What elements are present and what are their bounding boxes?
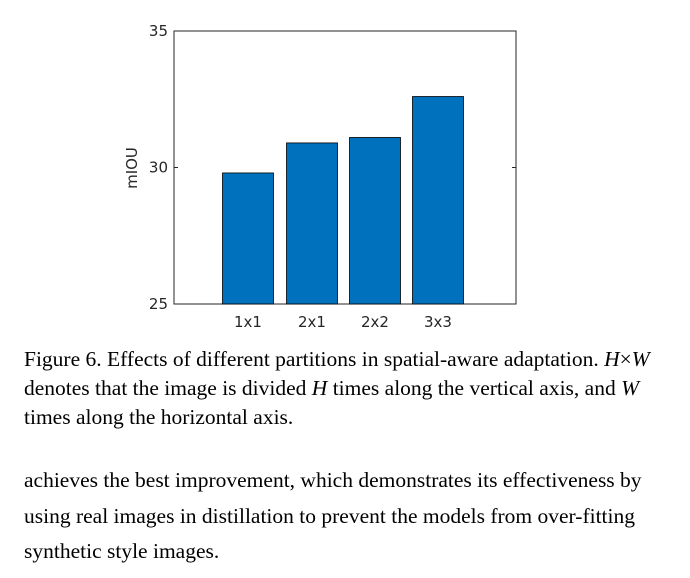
times-symbol: ×: [619, 347, 632, 371]
body-paragraph: achieves the best improvement, which dem…: [24, 463, 669, 570]
x-tick-label: 2x1: [298, 313, 326, 331]
figure-caption: Figure 6. Effects of different partition…: [24, 345, 669, 432]
y-tick-label: 25: [149, 295, 168, 313]
bar: [286, 142, 338, 305]
var-w-2: W: [621, 376, 639, 400]
y-tick-labels: 25 30 35: [149, 22, 168, 313]
bar: [349, 137, 401, 305]
caption-sentence-1: Effects of different partitions in spati…: [107, 347, 599, 371]
figure-label: Figure 6.: [24, 347, 102, 371]
caption-text-b: times along the vertical axis, and: [332, 376, 616, 400]
var-h: H: [604, 347, 620, 371]
chart-bars: [222, 96, 464, 305]
y-tick-label: 35: [149, 22, 168, 40]
x-tick-label: 1x1: [234, 313, 262, 331]
paragraph-text: achieves the best improvement, which dem…: [24, 468, 642, 563]
x-tick-label: 3x3: [424, 313, 452, 331]
var-h-2: H: [311, 376, 328, 400]
caption-text-a: denotes that the image is divided: [24, 376, 307, 400]
caption-text-c: times along the horizontal axis.: [24, 405, 294, 429]
bar: [412, 96, 464, 305]
bar: [222, 172, 274, 305]
var-w: W: [631, 347, 650, 371]
bar-chart: 1x1 2x1 2x2 3x3 25 30 35 mIOU: [123, 22, 517, 331]
y-tick-label: 30: [149, 159, 168, 177]
x-tick-labels: 1x1 2x1 2x2 3x3: [234, 313, 452, 331]
x-tick-label: 2x2: [361, 313, 389, 331]
y-axis-label: mIOU: [123, 147, 141, 189]
